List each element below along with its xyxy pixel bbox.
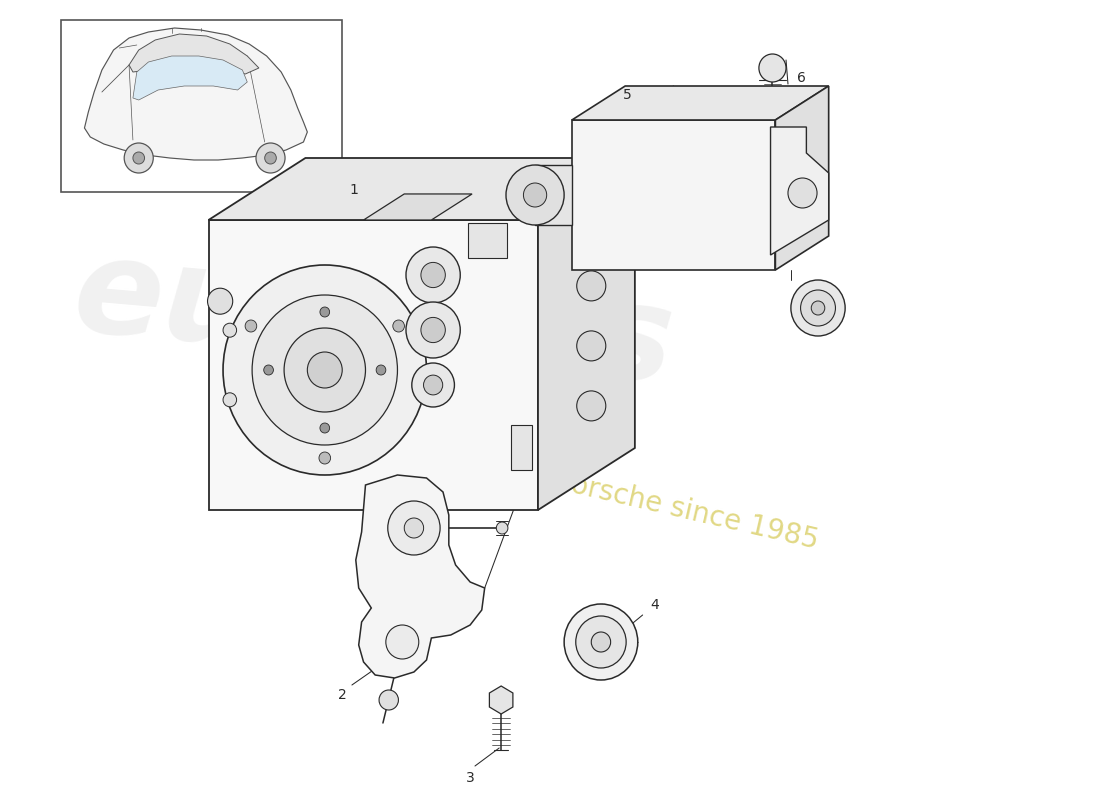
- Polygon shape: [133, 56, 248, 100]
- Circle shape: [421, 318, 446, 342]
- Circle shape: [124, 143, 153, 173]
- Polygon shape: [85, 28, 307, 160]
- Circle shape: [133, 152, 144, 164]
- Text: 1: 1: [350, 183, 359, 197]
- Circle shape: [319, 452, 331, 464]
- Circle shape: [265, 152, 276, 164]
- Bar: [469, 223, 507, 258]
- Polygon shape: [209, 158, 635, 220]
- Circle shape: [576, 271, 606, 301]
- Circle shape: [411, 363, 454, 407]
- Circle shape: [245, 320, 256, 332]
- Circle shape: [223, 393, 236, 406]
- Circle shape: [379, 690, 398, 710]
- Text: europes: europes: [68, 230, 679, 410]
- Bar: [62, 20, 342, 192]
- Circle shape: [406, 247, 460, 303]
- Circle shape: [524, 183, 547, 207]
- Polygon shape: [490, 686, 513, 714]
- Polygon shape: [535, 165, 572, 225]
- Circle shape: [496, 522, 508, 534]
- Polygon shape: [572, 86, 828, 120]
- Circle shape: [788, 178, 817, 208]
- Circle shape: [564, 604, 638, 680]
- Polygon shape: [355, 475, 485, 678]
- Circle shape: [320, 307, 330, 317]
- Text: 3: 3: [465, 771, 474, 785]
- Bar: [572, 120, 776, 270]
- Circle shape: [791, 280, 845, 336]
- Circle shape: [801, 290, 836, 326]
- Circle shape: [252, 295, 397, 445]
- Text: a passion for Porsche since 1985: a passion for Porsche since 1985: [371, 425, 822, 555]
- Circle shape: [376, 365, 386, 375]
- Text: 2: 2: [338, 688, 346, 702]
- Circle shape: [575, 616, 626, 668]
- Circle shape: [386, 625, 419, 659]
- Bar: [209, 220, 538, 510]
- Bar: [510, 425, 532, 470]
- Circle shape: [404, 518, 424, 538]
- Circle shape: [406, 302, 460, 358]
- Circle shape: [307, 352, 342, 388]
- Circle shape: [592, 632, 611, 652]
- Polygon shape: [770, 127, 828, 255]
- Circle shape: [424, 375, 442, 395]
- Circle shape: [284, 328, 365, 412]
- Circle shape: [506, 165, 564, 225]
- Text: 4: 4: [650, 598, 659, 612]
- Circle shape: [264, 365, 274, 375]
- Circle shape: [256, 143, 285, 173]
- Circle shape: [576, 331, 606, 361]
- Circle shape: [393, 320, 405, 332]
- Polygon shape: [129, 34, 258, 74]
- Circle shape: [388, 501, 440, 555]
- Text: 6: 6: [798, 71, 806, 85]
- Circle shape: [759, 54, 786, 82]
- Circle shape: [320, 423, 330, 433]
- Circle shape: [223, 265, 427, 475]
- Polygon shape: [776, 86, 828, 270]
- Polygon shape: [538, 158, 635, 510]
- Circle shape: [223, 323, 236, 337]
- Circle shape: [208, 288, 233, 314]
- Circle shape: [576, 391, 606, 421]
- Circle shape: [421, 262, 446, 288]
- Circle shape: [811, 301, 825, 315]
- Polygon shape: [363, 194, 472, 220]
- Text: 5: 5: [623, 88, 631, 102]
